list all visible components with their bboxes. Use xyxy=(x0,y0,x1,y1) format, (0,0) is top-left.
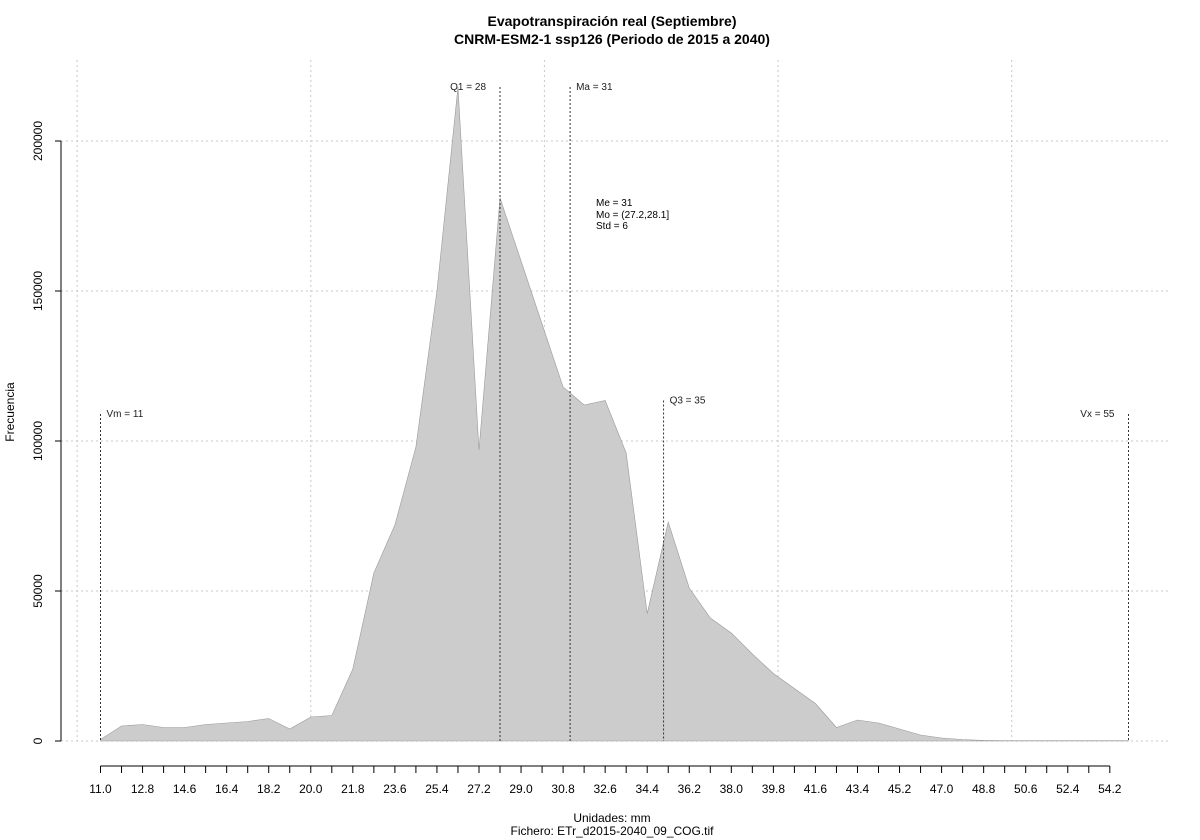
stat-label-0: Vm = 11 xyxy=(107,409,144,420)
x-tick-label-6: 21.8 xyxy=(341,782,365,796)
x-tick-label-17: 41.6 xyxy=(804,782,828,796)
x-tick-label-12: 32.6 xyxy=(593,782,617,796)
stats-me: Me = 31 xyxy=(596,198,633,209)
x-tick-label-15: 38.0 xyxy=(720,782,744,796)
x-tick-label-21: 48.8 xyxy=(972,782,996,796)
x-tick-label-4: 18.2 xyxy=(257,782,281,796)
frequency-area xyxy=(100,86,1129,742)
y-tick-label-1: 50000 xyxy=(31,574,45,608)
stat-label-3: Q3 = 35 xyxy=(670,396,706,407)
x-tick-label-22: 50.6 xyxy=(1014,782,1038,796)
x-tick-label-5: 20.0 xyxy=(299,782,323,796)
x-tick-label-3: 16.4 xyxy=(215,782,239,796)
x-tick-label-1: 12.8 xyxy=(131,782,155,796)
stat-layer: Vm = 11 Q1 = 28 Ma = 31 Q3 = 35 Vx = 55 xyxy=(100,82,1129,741)
file-footer: Fichero: ETr_d2015-2040_09_COG.tif xyxy=(511,824,715,838)
y-tick-label-3: 150000 xyxy=(31,271,45,311)
x-tick-label-24: 54.2 xyxy=(1098,782,1122,796)
stat-label-1: Q1 = 28 xyxy=(450,82,486,93)
x-tick-label-14: 36.2 xyxy=(678,782,702,796)
y-tick-label-0: 0 xyxy=(31,737,45,744)
axis-layer: 0 50000 100000 150000 200000 11.0 12.8 14.6 16.4… xyxy=(31,121,1122,796)
y-tick-label-4: 200000 xyxy=(31,121,45,161)
x-tick-label-9: 27.2 xyxy=(467,782,491,796)
area-layer xyxy=(100,86,1129,742)
stats-mo: Mo = (27.2,28.1] xyxy=(596,210,669,221)
stat-label-4: Vx = 55 xyxy=(1080,409,1115,420)
chart-subtitle: CNRM-ESM2-1 ssp126 (Periodo de 2015 a 20… xyxy=(454,31,770,47)
stats-std: Std = 6 xyxy=(596,221,628,232)
x-tick-label-8: 25.4 xyxy=(425,782,449,796)
x-tick-label-13: 34.4 xyxy=(636,782,660,796)
x-tick-label-23: 52.4 xyxy=(1056,782,1080,796)
x-tick-label-20: 47.0 xyxy=(930,782,954,796)
x-tick-label-19: 45.2 xyxy=(888,782,912,796)
x-tick-label-11: 30.8 xyxy=(551,782,575,796)
y-tick-label-2: 100000 xyxy=(31,421,45,461)
x-tick-label-7: 23.6 xyxy=(383,782,407,796)
x-tick-label-10: 29.0 xyxy=(509,782,533,796)
x-tick-label-16: 39.8 xyxy=(762,782,786,796)
x-tick-label-0: 11.0 xyxy=(89,782,112,796)
x-axis-label: Unidades: mm xyxy=(573,811,650,825)
x-tick-label-2: 14.6 xyxy=(173,782,197,796)
stat-label-2: Ma = 31 xyxy=(576,82,613,93)
y-axis-label: Frecuencia xyxy=(3,382,17,442)
x-tick-label-18: 43.4 xyxy=(846,782,870,796)
chart-title: Evapotranspiración real (Septiembre) xyxy=(488,13,737,29)
